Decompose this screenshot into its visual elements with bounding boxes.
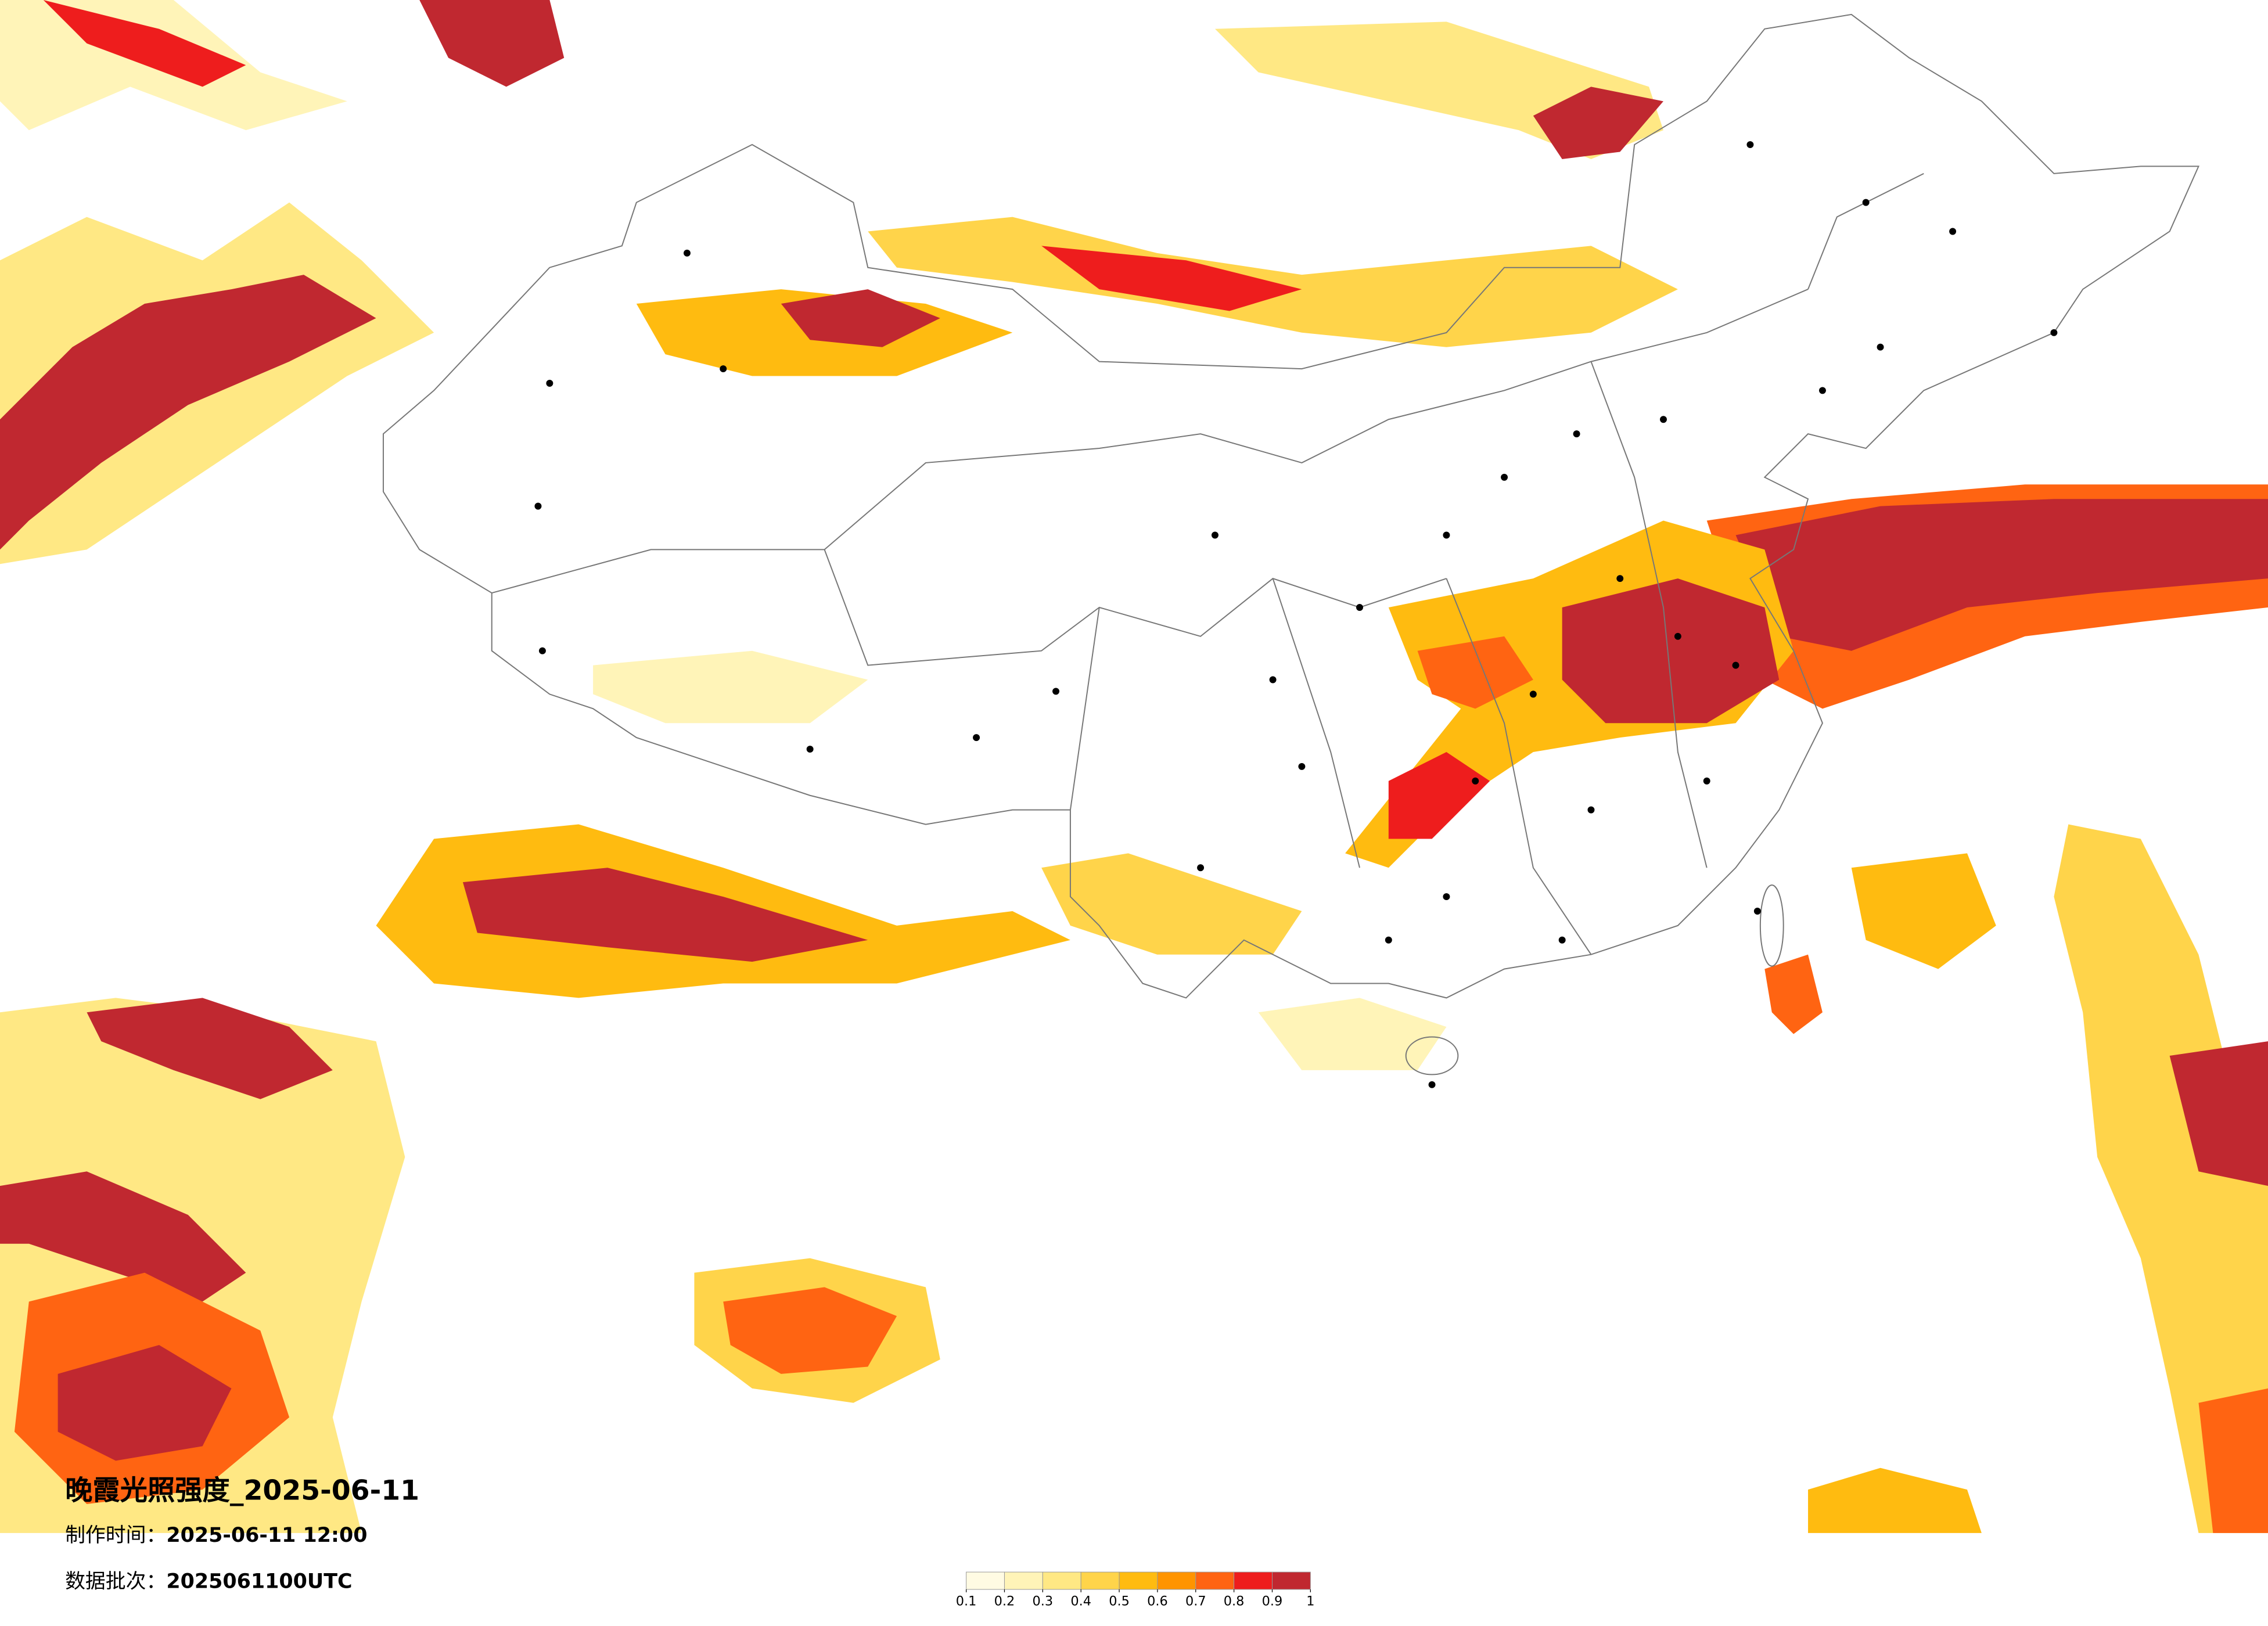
glow-area	[1562, 578, 1780, 724]
glow-area	[1851, 853, 1996, 969]
legend-tick-label: 0.2	[994, 1593, 1015, 1609]
color-legend: 0.1 0.2 0.3 0.4 0.5 0.6 0.7 0.8 0.9 1	[956, 1571, 1314, 1609]
city-dot	[1818, 387, 1826, 394]
city-dot	[973, 734, 980, 742]
city-dot	[806, 746, 814, 753]
glow-area	[2169, 1041, 2268, 1186]
made-time-value: 2025-06-11 12:00	[166, 1524, 367, 1547]
city-dot	[546, 379, 553, 387]
legend-swatch	[1042, 1571, 1081, 1590]
glow-area	[2198, 1388, 2268, 1533]
glow-area	[1258, 998, 1447, 1070]
city-dot	[1558, 936, 1566, 944]
city-dots	[534, 141, 2058, 1088]
city-dot	[1674, 632, 1681, 640]
legend-tick-label: 0.9	[1262, 1593, 1283, 1609]
city-dot	[1443, 893, 1450, 901]
city-dot	[1732, 661, 1739, 669]
city-dot	[720, 365, 727, 373]
legend-swatch	[1271, 1571, 1311, 1590]
legend-swatch	[1080, 1571, 1120, 1590]
legend-swatch	[1004, 1571, 1043, 1590]
glow-area	[1041, 246, 1302, 311]
country-border	[382, 13, 2199, 999]
glow-field	[0, 0, 2268, 1533]
city-dot	[1443, 531, 1450, 539]
city-dot	[1472, 777, 1479, 785]
city-dot	[1753, 907, 1761, 915]
legend-tick-label: 0.4	[1070, 1593, 1091, 1609]
city-dot	[1746, 141, 1754, 149]
city-dot	[1269, 676, 1277, 684]
province-border	[491, 172, 1924, 955]
city-dot	[1877, 343, 1884, 351]
glow-area	[781, 289, 940, 347]
data-batch: 数据批次：2025061100UTC	[65, 1570, 353, 1593]
glow-area	[419, 0, 565, 87]
city-dot	[1616, 575, 1624, 582]
legend-swatch	[1157, 1571, 1196, 1590]
city-dot	[1501, 473, 1508, 481]
island-border	[1759, 884, 1784, 967]
glow-area	[0, 275, 376, 550]
legend-tick-label: 0.8	[1224, 1593, 1245, 1609]
glow-area	[1417, 636, 1533, 709]
glow-area	[1808, 1467, 1982, 1533]
city-dot	[1573, 430, 1580, 438]
city-dot	[1052, 688, 1059, 695]
city-dot	[1385, 936, 1392, 944]
glow-area	[57, 1345, 232, 1461]
glow-area	[1041, 853, 1302, 955]
city-dot	[1197, 864, 1205, 872]
legend-swatch	[1234, 1571, 1273, 1590]
legend-tick-label: 1	[1306, 1593, 1314, 1609]
city-dot	[1862, 199, 1870, 206]
island-border	[1405, 1036, 1459, 1075]
city-dot	[1298, 762, 1306, 770]
borders	[382, 13, 2199, 1075]
glow-area	[723, 1287, 897, 1374]
city-dot	[1356, 604, 1363, 611]
city-dot	[1587, 806, 1595, 814]
city-dot	[1949, 228, 1957, 235]
map-title: 晚霞光照强度_2025-06-11	[65, 1475, 419, 1507]
glow-area	[43, 0, 246, 87]
glow-area	[1735, 499, 2268, 651]
city-dot	[1529, 690, 1537, 698]
glow-area	[1533, 87, 1663, 159]
glow-area	[0, 1171, 246, 1302]
city-dot	[1660, 416, 1667, 423]
glow-area	[593, 650, 868, 724]
made-time: 制作时间：2025-06-11 12:00	[65, 1524, 367, 1547]
legend-tick-label: 0.1	[956, 1593, 977, 1609]
legend-tick-label: 0.5	[1109, 1593, 1130, 1609]
city-dot	[683, 249, 691, 257]
city-dot	[534, 502, 542, 510]
legend-tick-label: 0.6	[1147, 1593, 1168, 1609]
glow-area	[2054, 824, 2268, 1533]
glow-area	[87, 998, 333, 1099]
glow-area	[1388, 752, 1490, 839]
city-dot	[538, 647, 546, 654]
city-dot	[1428, 1081, 1436, 1088]
legend-swatch	[1119, 1571, 1158, 1590]
legend-tick-label: 0.7	[1185, 1593, 1206, 1609]
legend-tick-label: 0.3	[1033, 1593, 1054, 1609]
legend-swatch	[966, 1571, 1005, 1590]
batch-value: 2025061100UTC	[166, 1570, 352, 1593]
legend-swatch	[1195, 1571, 1235, 1590]
glow-area	[1764, 954, 1823, 1034]
glow-area	[462, 868, 868, 962]
made-time-label: 制作时间：	[65, 1524, 166, 1547]
batch-label: 数据批次：	[65, 1570, 166, 1593]
city-dot	[1703, 777, 1710, 785]
city-dot	[2050, 329, 2058, 336]
city-dot	[1211, 531, 1219, 539]
